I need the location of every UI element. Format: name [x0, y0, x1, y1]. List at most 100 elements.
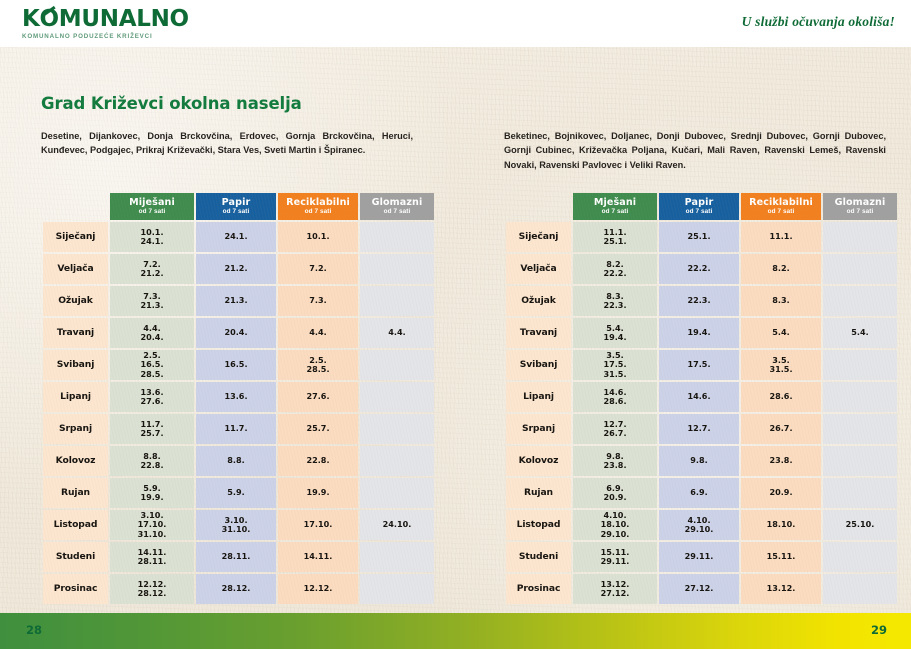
date-cell-reciklabilni: 20.9. — [741, 478, 821, 508]
date-cell-glomazni — [823, 382, 897, 412]
table-header-right: Mješani od 7 sati Papir od 7 sati Reciklabil… — [506, 193, 897, 220]
date-cell-papir: 22.2. — [659, 254, 739, 284]
table-header-left: Miješani od 7 sati Papir od 7 sati Reciklabi… — [43, 193, 434, 220]
table-row: Listopad 4.10. 18.10. 29.10. 4.10. 29.10. 18.1… — [506, 510, 897, 540]
date-cell-reciklabilni: 8.3. — [741, 286, 821, 316]
date-value: 11.7. — [140, 418, 164, 429]
company-logo: K O MUNALNO KOMUNALNO PODUZEĆE KRIŽEVCI — [22, 5, 189, 40]
date-cell-glomazni — [823, 350, 897, 380]
month-cell: Prosinac — [43, 574, 108, 604]
date-cell-reciklabilni: 17.10. — [278, 510, 358, 540]
date-cell-mijesani: 12.7. 26.7. — [573, 414, 657, 444]
header-time-label: od 7 sati — [846, 208, 874, 216]
date-value: 20.9. — [603, 492, 627, 502]
date-value: 22.3. — [687, 295, 711, 306]
date-value: 5.9. — [143, 482, 161, 493]
date-cell-reciklabilni: 10.1. — [278, 222, 358, 252]
date-value: 8.3. — [606, 290, 624, 301]
date-value: 2.5. — [309, 354, 327, 365]
date-cell-glomazni — [823, 414, 897, 444]
date-value: 12.7. — [603, 418, 627, 429]
date-cell-reciklabilni: 5.4. — [741, 318, 821, 348]
date-value: 24.10. — [382, 519, 412, 530]
date-cell-papir: 11.7. — [196, 414, 276, 444]
month-cell: Siječanj — [506, 222, 571, 252]
date-value: 7.2. — [309, 263, 327, 274]
date-cell-reciklabilni: 22.8. — [278, 446, 358, 476]
date-value: 28.12. — [137, 588, 167, 598]
header-time-label: od 7 sati — [685, 208, 713, 216]
date-value: 6.9. — [606, 482, 624, 493]
date-value: 11.7. — [224, 423, 248, 434]
date-value: 22.2. — [687, 263, 711, 274]
date-cell-papir: 24.1. — [196, 222, 276, 252]
date-cell-reciklabilni: 7.2. — [278, 254, 358, 284]
header-cell-reciklabilni: Reciklabilni od 7 sati — [278, 193, 358, 220]
date-value: 7.3. — [143, 290, 161, 301]
date-value: 25.1. — [687, 231, 711, 242]
date-value: 10.1. — [306, 231, 330, 242]
settlements-list-left: Desetine, Dijankovec, Donja Brckovčina, … — [41, 131, 413, 156]
date-value: 24.1. — [140, 236, 164, 246]
table-body-right: Siječanj 11.1. 25.1. 25.1. 11.1. Veljača 8.2. 2… — [506, 222, 897, 604]
date-value: 6.9. — [690, 487, 708, 498]
date-value: 7.3. — [309, 295, 327, 306]
date-value: 28.12. — [221, 583, 251, 594]
month-cell: Studeni — [506, 542, 571, 572]
logo-text-pre: K — [22, 6, 40, 32]
date-value: 4.4. — [388, 327, 406, 338]
date-cell-mijesani: 12.12. 28.12. — [110, 574, 194, 604]
table-row: Rujan 5.9. 19.9. 5.9. 19.9. — [43, 478, 434, 508]
date-cell-glomazni — [360, 222, 434, 252]
table-row: Svibanj 3.5. 17.5. 31.5. 17.5. 3.5. 31.5. — [506, 350, 897, 380]
date-cell-papir: 20.4. — [196, 318, 276, 348]
date-cell-reciklabilni: 15.11. — [741, 542, 821, 572]
date-cell-papir: 21.3. — [196, 286, 276, 316]
header-cell-month — [43, 193, 108, 220]
date-cell-glomazni — [823, 478, 897, 508]
date-value: 22.8. — [140, 460, 164, 470]
date-value: 7.2. — [143, 258, 161, 269]
date-cell-papir: 28.11. — [196, 542, 276, 572]
header-time-label: od 7 sati — [383, 208, 411, 216]
date-cell-glomazni — [360, 478, 434, 508]
table-row: Ožujak 7.3. 21.3. 21.3. 7.3. — [43, 286, 434, 316]
date-cell-papir: 29.11. — [659, 542, 739, 572]
date-cell-papir: 16.5. — [196, 350, 276, 380]
date-cell-glomazni — [360, 414, 434, 444]
date-cell-glomazni — [360, 254, 434, 284]
month-cell: Prosinac — [506, 574, 571, 604]
month-cell: Listopad — [506, 510, 571, 540]
date-cell-mijesani: 13.6. 27.6. — [110, 382, 194, 412]
date-value: 13.6. — [140, 386, 164, 397]
table-row: Lipanj 14.6. 28.6. 14.6. 28.6. — [506, 382, 897, 412]
date-cell-reciklabilni: 8.2. — [741, 254, 821, 284]
date-cell-glomazni — [823, 286, 897, 316]
date-value: 13.12. — [600, 578, 630, 589]
month-cell: Siječanj — [43, 222, 108, 252]
date-cell-reciklabilni: 2.5. 28.5. — [278, 350, 358, 380]
month-cell: Listopad — [43, 510, 108, 540]
month-cell: Srpanj — [506, 414, 571, 444]
date-value: 9.8. — [690, 455, 708, 466]
date-cell-papir: 3.10. 31.10. — [196, 510, 276, 540]
date-value: 27.6. — [140, 396, 164, 406]
header-label: Reciklabilni — [749, 196, 813, 208]
date-cell-mijesani: 11.7. 25.7. — [110, 414, 194, 444]
date-value: 18.10. — [766, 519, 796, 530]
header-label: Papir — [221, 196, 251, 208]
date-cell-papir: 19.4. — [659, 318, 739, 348]
date-cell-papir: 6.9. — [659, 478, 739, 508]
date-cell-reciklabilni: 3.5. 31.5. — [741, 350, 821, 380]
date-value: 15.11. — [766, 551, 796, 562]
date-cell-reciklabilni: 28.6. — [741, 382, 821, 412]
month-cell: Ožujak — [43, 286, 108, 316]
schedule-table-right: Mješani od 7 sati Papir od 7 sati Reciklabil… — [504, 191, 899, 606]
date-value: 24.1. — [224, 231, 248, 242]
date-value: 12.12. — [137, 578, 167, 589]
date-cell-papir: 28.12. — [196, 574, 276, 604]
date-cell-papir: 5.9. — [196, 478, 276, 508]
date-cell-mijesani: 14.6. 28.6. — [573, 382, 657, 412]
date-value: 31.5. — [769, 364, 793, 374]
month-cell: Studeni — [43, 542, 108, 572]
